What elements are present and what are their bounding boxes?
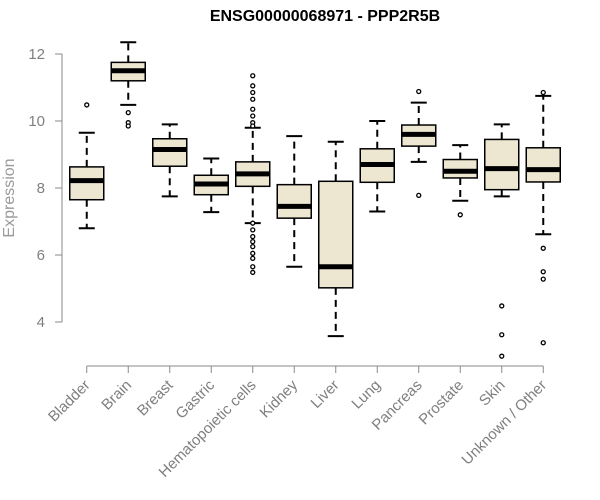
box-iqr (484, 138, 520, 191)
box-brain (110, 41, 146, 129)
outlier-point (250, 269, 256, 276)
x-tick-label: Brain (98, 377, 135, 414)
outlier-point (250, 238, 256, 245)
outlier-point (125, 123, 131, 129)
x-tick-label: Prostate (416, 377, 468, 429)
x-tick-label: Breast (134, 376, 177, 419)
outlier-point (250, 250, 256, 256)
outlier-point (540, 89, 546, 96)
box-gastric (193, 157, 229, 214)
outlier-point (250, 73, 256, 79)
y-tick-label: 8 (37, 180, 45, 197)
outlier-point (540, 276, 546, 282)
y-tick-label: 12 (28, 46, 45, 63)
box-iqr (442, 158, 478, 179)
outlier-point (540, 340, 546, 346)
outlier-point (250, 123, 256, 129)
x-tick-label: Bladder (45, 377, 94, 426)
outlier-point (250, 113, 256, 119)
outlier-point (416, 192, 422, 199)
outlier-point (250, 264, 256, 270)
outlier-point (125, 109, 131, 116)
y-tick-label: 4 (37, 314, 45, 331)
box-hematopoietic-cells (235, 73, 271, 276)
outlier-point (250, 227, 256, 233)
outlier-point (499, 332, 505, 338)
outlier-point (84, 102, 90, 108)
box-lung (359, 120, 395, 213)
outlier-point (250, 96, 256, 102)
box-skin (484, 123, 520, 359)
box-iqr (525, 147, 561, 183)
box-unknown-other (525, 89, 561, 346)
y-axis-title: Expression (1, 158, 18, 237)
boxes (69, 41, 561, 359)
box-kidney (276, 135, 312, 268)
outlier-point (457, 212, 463, 218)
outlier-point (250, 233, 256, 240)
outlier-point (250, 83, 256, 89)
box-iqr (69, 166, 105, 201)
x-tick-label: Skin (476, 377, 509, 410)
box-iqr (318, 180, 354, 289)
outlier-point (540, 245, 546, 251)
box-liver (318, 140, 354, 338)
outlier-point (250, 89, 256, 96)
box-breast (152, 123, 188, 198)
x-tick-label: Lung (348, 377, 384, 413)
outlier-point (250, 255, 256, 262)
outlier-point (499, 303, 505, 309)
outlier-point (416, 88, 422, 95)
y-tick-label: 10 (28, 113, 45, 130)
outlier-point (250, 106, 256, 112)
outlier-point (540, 269, 546, 275)
box-bladder (69, 102, 105, 230)
box-iqr (276, 183, 312, 219)
x-tick-label: Kidney (257, 376, 302, 421)
box-pancreas (401, 88, 437, 199)
outlier-point (250, 243, 256, 250)
y-tick-label: 6 (37, 247, 45, 264)
x-tick-label: Liver (308, 377, 343, 412)
chart-title: ENSG00000068971 - PPP2R5B (209, 8, 441, 25)
outlier-point (250, 220, 256, 226)
outlier-point (499, 353, 505, 359)
box-iqr (152, 138, 188, 167)
box-prostate (442, 144, 478, 218)
